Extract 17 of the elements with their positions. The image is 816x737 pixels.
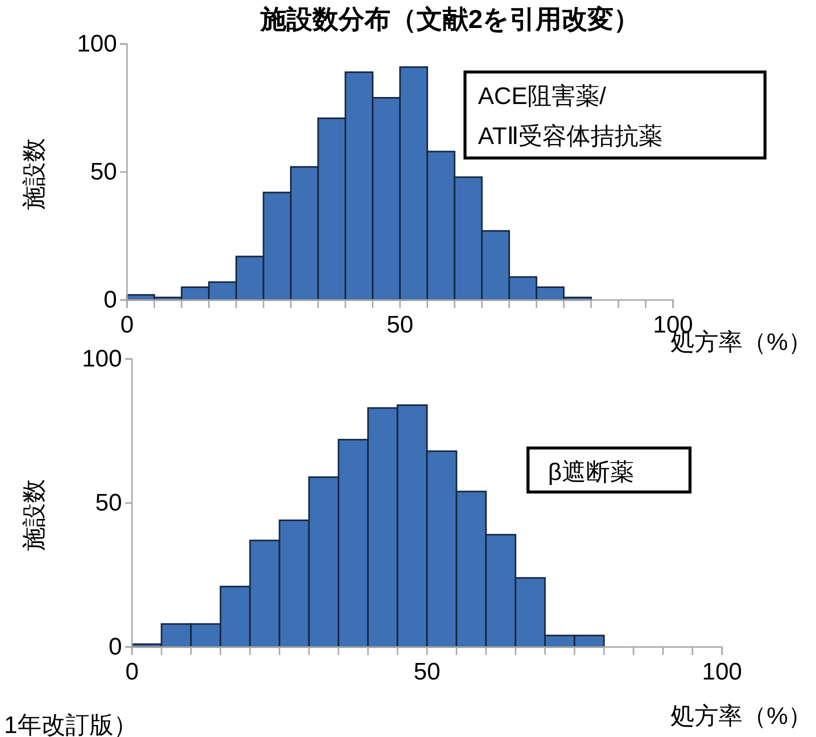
x-tick-label: 100 [702,658,742,686]
y-axis-title: 施設数 [21,138,48,210]
y-tick-label: 50 [90,158,117,186]
x-tick-label: 50 [386,312,414,339]
y-tick-label: 100 [76,30,117,58]
y-axis-title: 施設数 [21,479,48,551]
annotation: β遮断薬 [548,459,634,486]
annotation: ACE阻害薬/ ATⅡ受容体拮抗薬 [478,83,663,150]
x-tick-label: 50 [414,658,440,686]
y-tick-label: 50 [95,490,122,517]
x-tick-label: 0 [125,658,139,686]
y-tick-label: 0 [104,286,117,314]
y-tick-label: 100 [82,346,122,373]
chart-title: 施設数分布（文献2を引用改変） [259,4,640,34]
x-axis-title: 処方率（%） [670,703,812,730]
y-tick-label: 0 [108,634,122,661]
text: 1年改訂版） [4,712,138,737]
